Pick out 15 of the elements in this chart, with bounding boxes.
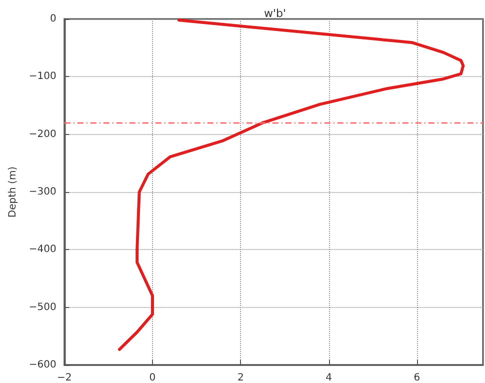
chart-title: w'b' xyxy=(264,7,286,20)
y-tick-label: −100 xyxy=(28,71,56,82)
x-tick-label: 0 xyxy=(149,372,156,383)
x-tick-label: −2 xyxy=(56,372,72,383)
y-tick-label: 0 xyxy=(50,14,56,24)
x-tick-label: 2 xyxy=(237,372,244,383)
line-series xyxy=(118,18,465,351)
y-axis-title: Depth (m) xyxy=(8,166,18,218)
x-tick-label: 6 xyxy=(414,372,420,383)
y-tick-label: −400 xyxy=(28,244,56,256)
y-tick-label: −300 xyxy=(28,186,56,198)
x-tick-label: 4 xyxy=(326,372,332,383)
y-tick-label: −600 xyxy=(28,360,56,370)
y-tick-label: −200 xyxy=(28,128,56,140)
y-tick-label: −500 xyxy=(28,302,56,313)
